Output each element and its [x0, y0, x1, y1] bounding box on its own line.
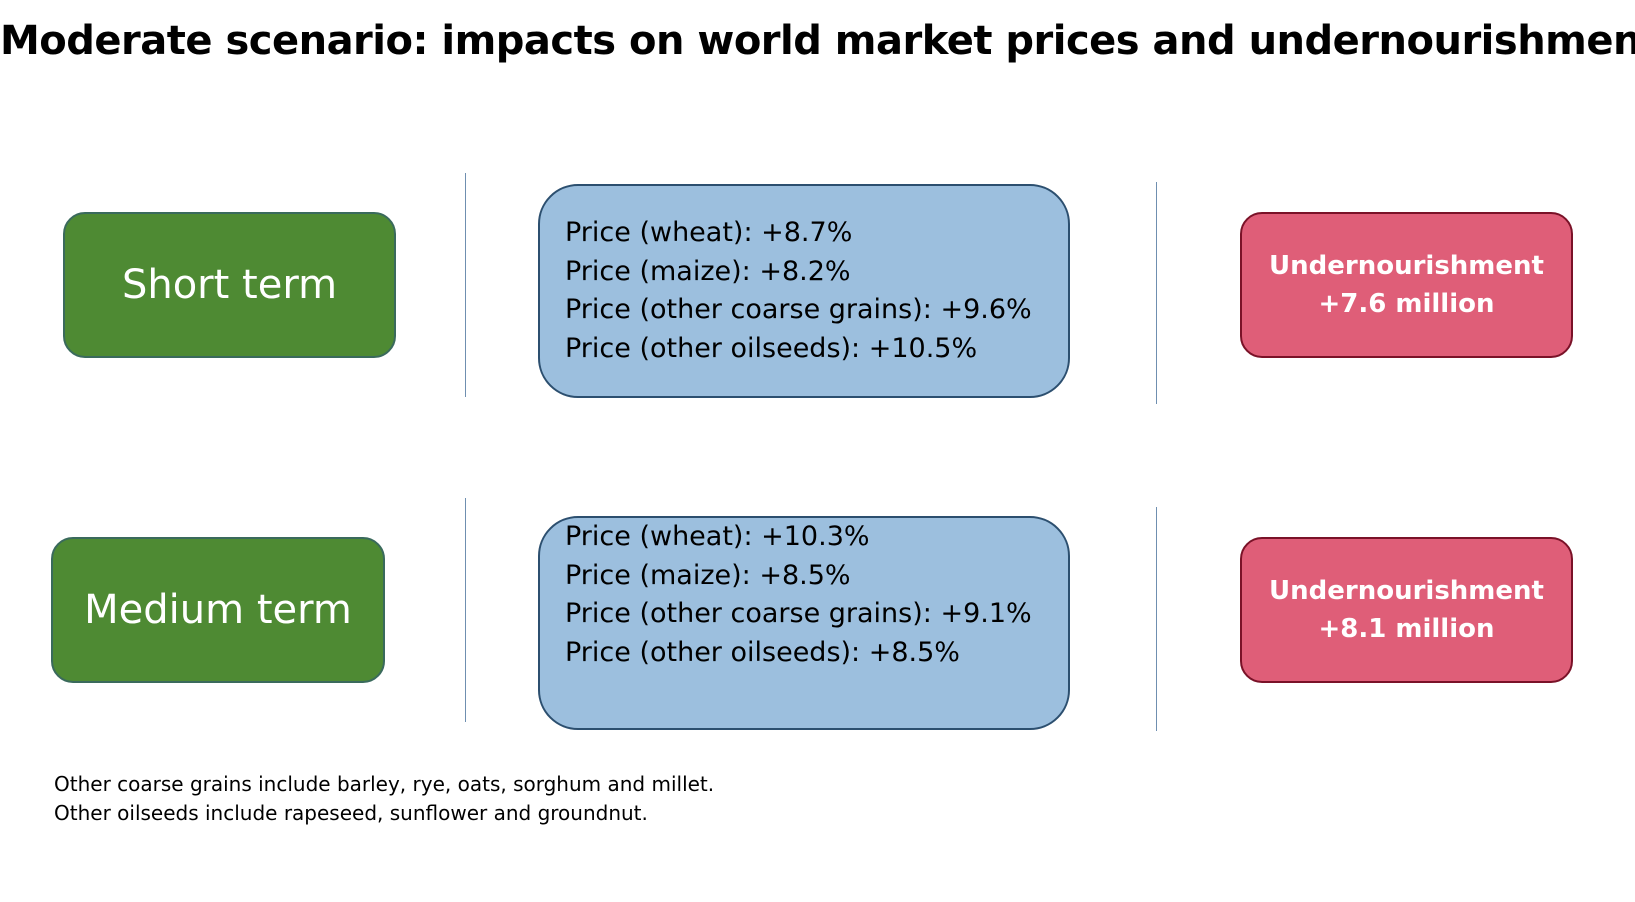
price-oilseeds-short: Price (other oilseeds): +10.5%: [565, 332, 978, 364]
undernourishment-value-short: +7.6 million: [1318, 289, 1495, 319]
price-oilseeds-medium: Price (other oilseeds): +8.5%: [565, 636, 960, 668]
undernourishment-label-medium: Undernourishment: [1269, 576, 1544, 606]
medium-term-undernourishment-box: Undernourishment +8.1 million: [1240, 537, 1573, 683]
price-wheat-medium: Price (wheat): +10.3%: [565, 521, 870, 552]
divider-right-short: [1156, 182, 1157, 404]
medium-term-prices-box: Price (wheat): +10.3% Price (maize): +8.…: [538, 516, 1070, 730]
price-maize-medium: Price (maize): +8.5%: [565, 559, 851, 591]
short-term-undernourishment-box: Undernourishment +7.6 million: [1240, 212, 1573, 358]
medium-term-box: Medium term: [51, 537, 385, 683]
divider-right-medium: [1156, 507, 1157, 731]
price-wheat-short: Price (wheat): +8.7%: [565, 217, 853, 248]
undernourishment-value-medium: +8.1 million: [1318, 614, 1495, 644]
page-title: Moderate scenario: impacts on world mark…: [0, 18, 1635, 64]
divider-left-medium: [465, 498, 466, 722]
footnote-coarse-grains: Other coarse grains include barley, rye,…: [54, 772, 715, 796]
divider-left-short: [465, 173, 466, 397]
undernourishment-label-short: Undernourishment: [1269, 251, 1544, 281]
price-coarse-grains-medium: Price (other coarse grains): +9.1%: [565, 598, 1032, 629]
short-term-box: Short term: [63, 212, 396, 358]
short-term-prices-box: Price (wheat): +8.7% Price (maize): +8.2…: [538, 184, 1070, 398]
price-coarse-grains-short: Price (other coarse grains): +9.6%: [565, 294, 1032, 325]
price-maize-short: Price (maize): +8.2%: [565, 255, 851, 287]
footnotes: Other coarse grains include barley, rye,…: [54, 770, 714, 828]
footnote-oilseeds: Other oilseeds include rapeseed, sunflow…: [54, 801, 648, 825]
